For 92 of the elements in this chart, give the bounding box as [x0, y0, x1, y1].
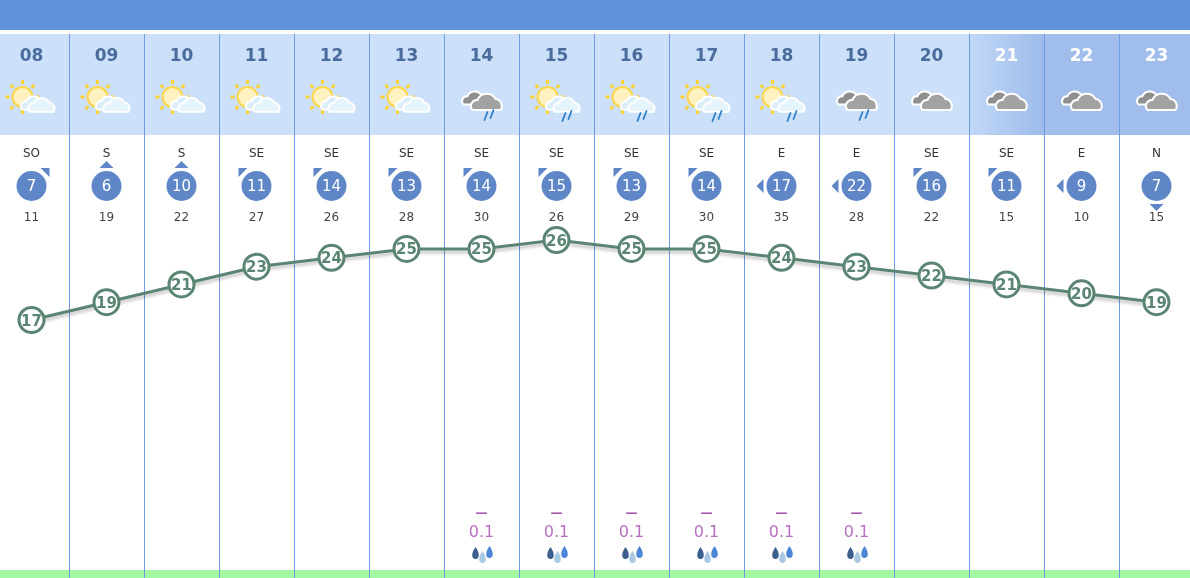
data-label: 23	[246, 258, 267, 277]
data-label: 24	[771, 249, 792, 268]
x-tick-label: 18	[769, 45, 794, 65]
x-tick-label: 16	[619, 45, 644, 65]
x-tick-label: 14	[469, 45, 494, 65]
data-label: 25	[396, 240, 417, 259]
text: 15	[546, 177, 567, 195]
text: —	[550, 506, 563, 520]
x-tick-label: 13	[394, 45, 419, 65]
text: 0.1	[843, 522, 870, 541]
text: 14	[696, 177, 717, 195]
x-tick-label: 10	[169, 45, 194, 65]
text: SE	[998, 146, 1015, 160]
x-tick-label: 17	[694, 45, 719, 65]
text: 9	[1076, 177, 1087, 195]
text: SE	[623, 146, 640, 160]
text: SE	[473, 146, 490, 160]
x-tick-label: 11	[244, 45, 269, 65]
text: 28	[848, 210, 865, 224]
x-tick-label: 15	[544, 45, 569, 65]
data-label: 25	[621, 240, 642, 259]
text: 13	[621, 177, 642, 195]
text: —	[625, 506, 638, 520]
text: 19	[98, 210, 115, 224]
text: 0.1	[543, 522, 570, 541]
text: E	[852, 146, 861, 160]
x-tick-label: 09	[94, 45, 119, 65]
text: 10	[1073, 210, 1090, 224]
text: SE	[923, 146, 940, 160]
text: 22	[846, 177, 867, 195]
data-label: 17	[21, 311, 42, 330]
data-label: 26	[546, 231, 567, 250]
data-label: 19	[1146, 293, 1167, 312]
text: 0.1	[693, 522, 720, 541]
x-tick-label: 19	[844, 45, 869, 65]
text: 28	[398, 210, 415, 224]
text: 15	[1148, 210, 1165, 224]
data-label: 19	[96, 293, 117, 312]
text: 0.1	[618, 522, 645, 541]
x-tick-label: 22	[1069, 45, 1094, 65]
x-tick-label: 08	[19, 45, 44, 65]
text: 35	[773, 210, 790, 224]
x-tick-label: 21	[994, 45, 1019, 65]
text: 0.1	[768, 522, 795, 541]
text: N	[1152, 146, 1161, 160]
text: 6	[101, 177, 112, 195]
data-label: 23	[846, 258, 867, 277]
text: E	[777, 146, 786, 160]
text: S	[177, 146, 186, 160]
text: 10	[171, 177, 192, 195]
text: 11	[246, 177, 267, 195]
text: SE	[248, 146, 265, 160]
text: 15	[998, 210, 1015, 224]
text: —	[775, 506, 788, 520]
text: —	[850, 506, 863, 520]
text: 26	[548, 210, 565, 224]
data-label: 21	[171, 275, 192, 294]
text: 29	[623, 210, 640, 224]
text: 26	[323, 210, 340, 224]
text: 30	[473, 210, 490, 224]
text: 11	[996, 177, 1017, 195]
data-label: 25	[471, 240, 492, 259]
text: —	[700, 506, 713, 520]
text: S	[102, 146, 111, 160]
data-label: 25	[696, 240, 717, 259]
x-tick-label: 23	[1144, 45, 1169, 65]
text: —	[475, 506, 488, 520]
data-label: 20	[1071, 284, 1092, 303]
text: SE	[398, 146, 415, 160]
text: 14	[321, 177, 342, 195]
text: 22	[923, 210, 940, 224]
text: SO	[22, 146, 41, 160]
data-label: 24	[321, 249, 342, 268]
text: 27	[248, 210, 265, 224]
text: 7	[1151, 177, 1162, 195]
text: 11	[23, 210, 40, 224]
text: 30	[698, 210, 715, 224]
text: 22	[173, 210, 190, 224]
x-tick-label: 20	[919, 45, 944, 65]
text: 17	[771, 177, 792, 195]
text: SE	[548, 146, 565, 160]
text: SE	[323, 146, 340, 160]
text: E	[1077, 146, 1086, 160]
data-label: 21	[996, 275, 1017, 294]
text: 13	[396, 177, 417, 195]
x-tick-label: 12	[319, 45, 344, 65]
text: 0.1	[468, 522, 495, 541]
text: 16	[921, 177, 942, 195]
text: SE	[698, 146, 715, 160]
text: 7	[26, 177, 37, 195]
text: 14	[471, 177, 492, 195]
data-label: 22	[921, 267, 942, 286]
